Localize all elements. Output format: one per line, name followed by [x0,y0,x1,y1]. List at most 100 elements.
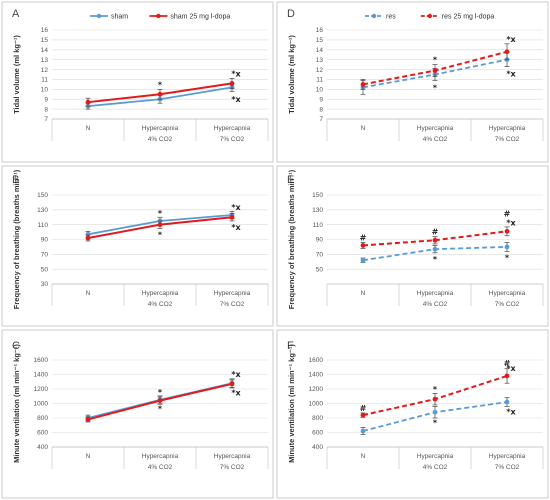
category-label: N [86,125,91,132]
panel-frame [1,329,274,499]
y-tick-label: 110 [313,222,324,229]
category-label: Hypercapnia [142,453,179,460]
y-tick-label: 1000 [34,401,49,408]
panel-frame [276,165,549,327]
data-point [432,68,438,73]
y-tick-label: 150 [312,192,323,199]
y-tick-label: 800 [312,415,323,422]
series-2 [85,379,235,423]
category-label: Hypercapnia [214,125,251,132]
significance-marker: *x [506,35,516,44]
significance-marker: *x [231,389,241,398]
y-tick-label: 50 [41,266,49,273]
y-tick-label: 150 [37,192,48,199]
significance-marker: # [504,210,511,219]
y-tick-label: 7 [44,116,48,123]
panel-letter: E [287,174,294,186]
legend-marker [371,13,377,19]
y-tick-label: 9 [44,96,48,103]
y-tick-label: 11 [41,77,48,84]
y-tick-label: 11 [316,77,323,84]
significance-marker: *x [231,203,241,212]
y-tick-label: 1600 [309,357,324,364]
data-point [360,412,366,418]
panel-frame [276,329,549,499]
data-point [157,91,163,97]
significance-marker: *x [231,70,241,79]
y-tick-label: 50 [316,266,324,273]
panel-letter: F [287,340,294,352]
y-tick-label: 15 [316,37,324,44]
y-tick-label: 70 [316,252,324,259]
y-axis-label: Tidal volume (ml kg⁻¹) [12,35,21,114]
y-tick-label: 600 [312,430,323,437]
significance-marker: * [158,405,163,414]
y-tick-label: 90 [41,237,49,244]
data-point [85,417,91,422]
data-point [432,396,438,402]
category-label: Hypercapnia [142,125,179,132]
panel-frame [1,165,274,327]
category-label: 7% CO2 [220,464,245,471]
significance-marker: *x [506,218,516,227]
data-point [85,99,91,105]
panel-letter: A [12,8,20,20]
category-label: 4% CO2 [148,301,173,308]
y-tick-label: 9 [319,96,323,103]
category-label: Hypercapnia [489,290,526,297]
panel-c: C 400 600 800 1000 1200 1400 1600 N Hypercapnia 4%… [1,329,274,499]
y-tick-label: 400 [312,444,323,451]
significance-marker: * [433,385,438,394]
y-tick-label: 10 [41,87,49,94]
y-tick-label: 8 [44,106,48,113]
y-tick-label: 15 [41,37,49,44]
significance-marker: # [432,227,439,236]
y-axis-label: Frequency of breathing (breaths min⁻¹) [12,169,21,309]
y-axis-label: Minute ventilation (ml min⁻¹ kg⁻¹) [12,344,21,463]
category-label: N [361,290,366,297]
y-tick-label: 13 [316,57,324,64]
data-point [229,381,235,387]
y-tick-label: 1000 [309,401,324,408]
data-point [504,244,510,250]
y-tick-label: 130 [312,207,323,214]
panel-f: F 400 600 800 1000 1200 1400 1600 N Hypercapnia 4%… [276,329,549,499]
significance-marker: * [433,255,438,264]
data-point [360,257,366,263]
category-label: N [361,453,366,460]
panel-d: D 7 8 9 10 11 12 13 14 15 16 N Hypercapnia 4% CO2 Hype… [276,1,549,163]
data-point [85,231,91,237]
series-1 [360,397,510,436]
panel-frame [276,1,549,163]
data-point [504,228,510,234]
y-tick-label: 1200 [309,386,324,393]
significance-marker: * [158,388,163,397]
legend-label: res [386,14,396,21]
y-tick-label: 13 [41,57,49,64]
data-point [85,235,91,241]
category-label: Hypercapnia [417,290,454,297]
legend: res res 25 mg l-dopa [365,14,494,21]
category-label: Hypercapnia [417,125,454,132]
category-label: 4% CO2 [423,301,448,308]
significance-marker: * [505,253,510,262]
y-tick-label: 600 [37,430,48,437]
y-tick-label: 14 [316,47,324,54]
legend-label: sham [111,14,128,21]
legend-label: res 25 mg l-dopa [442,14,495,21]
panel-b: B 30 50 70 90 110 130 150 N Hypercapnia 4% CO2 Hype… [1,165,274,327]
significance-marker: * [158,80,163,89]
significance-marker: *x [506,70,516,79]
category-label: 7% CO2 [220,136,245,143]
panel-letter: C [12,340,20,352]
y-tick-label: 12 [41,67,49,74]
y-axis-label: Frequency of breathing (breaths min⁻¹) [287,169,296,309]
y-tick-label: 1400 [34,372,49,379]
category-label: 7% CO2 [495,301,520,308]
data-point [229,81,235,86]
y-tick-label: 800 [37,415,48,422]
legend-marker [96,13,102,19]
data-point [360,81,366,87]
significance-marker: *x [231,370,241,379]
